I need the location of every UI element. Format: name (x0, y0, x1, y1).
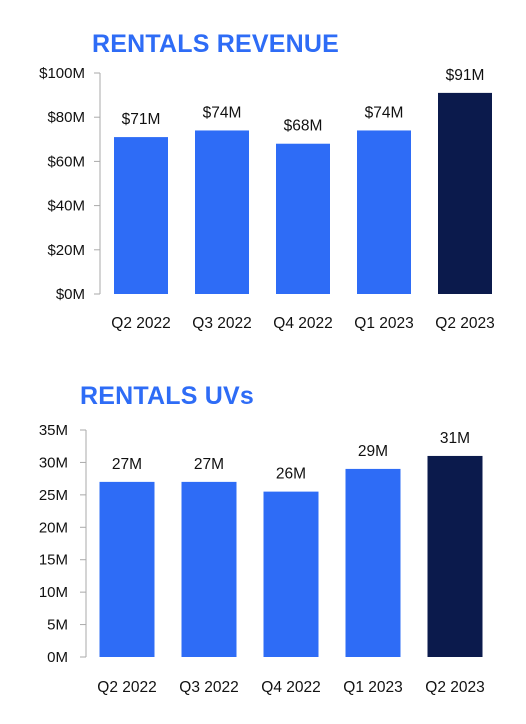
uvs-y-tick-label: 35M (39, 422, 68, 439)
uvs-y-tick-label: 30M (39, 454, 68, 471)
uvs-y-tick-label: 25M (39, 487, 68, 504)
revenue-category-label: Q2 2022 (111, 315, 170, 332)
revenue-y-tick-label: $40M (47, 198, 85, 215)
uvs-y-tick-label: 10M (39, 584, 68, 601)
uvs-bar (99, 481, 155, 657)
revenue-data-label: $74M (365, 104, 404, 121)
revenue-bar (114, 137, 168, 294)
uvs-bar (345, 468, 401, 657)
revenue-y-tick-label: $0M (56, 286, 85, 303)
uvs-chart-title: RENTALS UVs (80, 382, 254, 410)
uvs-category-label: Q2 2023 (425, 679, 484, 696)
revenue-bar (438, 92, 492, 294)
uvs-data-label: 26M (276, 466, 306, 483)
revenue-data-label: $74M (203, 104, 242, 121)
uvs-bar (181, 481, 237, 657)
uvs-y-tick-label: 15M (39, 552, 68, 569)
revenue-category-label: Q3 2022 (192, 315, 251, 332)
revenue-y-tick-label: $100M (39, 65, 85, 82)
revenue-category-label: Q1 2023 (354, 315, 413, 332)
uvs-data-label: 27M (194, 456, 224, 473)
revenue-bar (276, 143, 330, 294)
revenue-data-label: $91M (446, 67, 485, 84)
uvs-category-label: Q4 2022 (261, 679, 320, 696)
revenue-data-label: $68M (284, 118, 323, 135)
uvs-data-label: 27M (112, 456, 142, 473)
uvs-data-label: 29M (358, 443, 388, 460)
uvs-category-label: Q2 2022 (97, 679, 156, 696)
uvs-y-tick-label: 5M (47, 617, 68, 634)
revenue-bar (195, 130, 249, 294)
uvs-y-tick-label: 0M (47, 649, 68, 666)
revenue-y-tick-label: $60M (47, 153, 85, 170)
uvs-category-label: Q1 2023 (343, 679, 402, 696)
revenue-bar (357, 130, 411, 294)
uvs-category-label: Q3 2022 (179, 679, 238, 696)
revenue-y-tick-label: $80M (47, 109, 85, 126)
revenue-chart: $0M $20M $40M $60M $80M $100M $71M Q2 2022 $74M Q… (39, 65, 495, 332)
revenue-chart-title: RENTALS REVENUE (92, 30, 340, 58)
revenue-y-tick-label: $20M (47, 242, 85, 259)
uvs-y-tick-label: 20M (39, 519, 68, 536)
uvs-bar (427, 455, 483, 657)
revenue-category-label: Q4 2022 (273, 315, 332, 332)
uvs-data-label: 31M (440, 430, 470, 447)
revenue-category-label: Q2 2023 (435, 315, 494, 332)
uvs-bar (263, 491, 319, 657)
revenue-data-label: $71M (122, 111, 161, 128)
